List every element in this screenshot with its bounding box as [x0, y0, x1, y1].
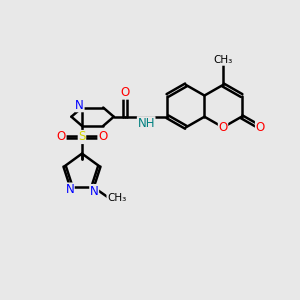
- Text: N: N: [75, 99, 84, 112]
- Text: N: N: [90, 184, 99, 197]
- Text: O: O: [120, 86, 130, 99]
- Text: CH₃: CH₃: [107, 193, 126, 202]
- Text: S: S: [78, 130, 86, 143]
- Text: O: O: [57, 130, 66, 143]
- Text: O: O: [256, 121, 265, 134]
- Text: O: O: [218, 121, 228, 134]
- Text: O: O: [98, 130, 107, 143]
- Text: N: N: [65, 183, 74, 196]
- Text: NH: NH: [137, 117, 155, 130]
- Text: CH₃: CH₃: [213, 55, 232, 65]
